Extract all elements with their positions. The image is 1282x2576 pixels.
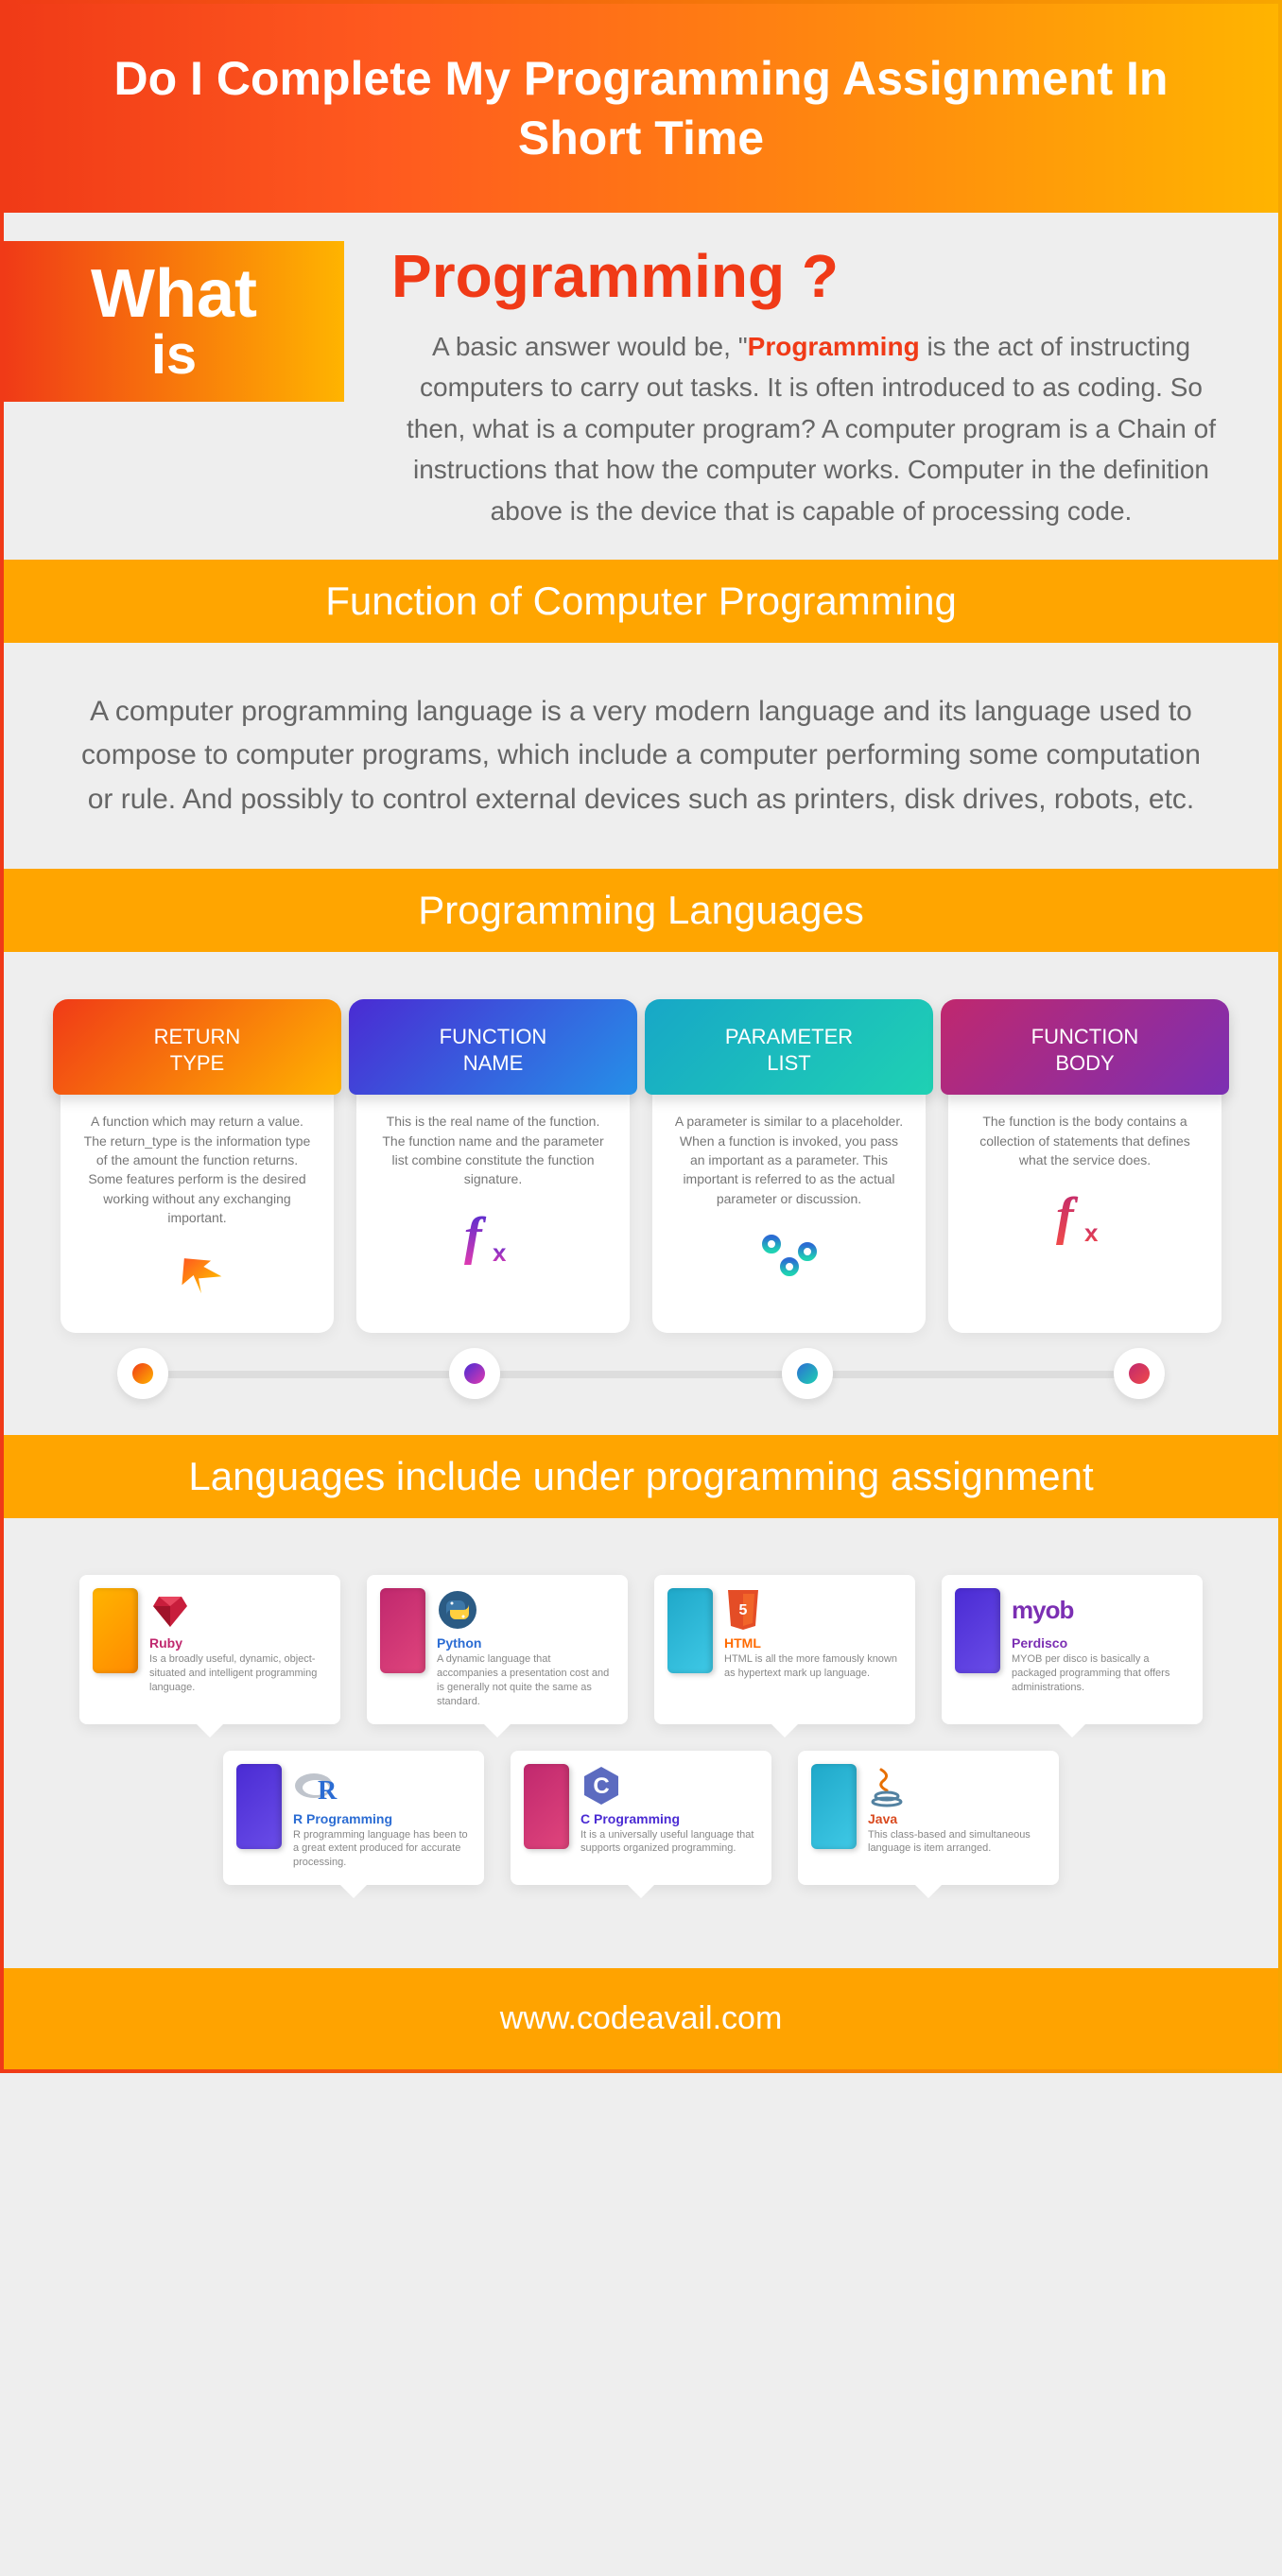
lang-icon: myob [1012,1588,1189,1632]
timeline-dot [117,1348,168,1399]
lang-body: Ruby Is a broadly useful, dynamic, objec… [149,1588,327,1708]
card-head: FUNCTIONBODY [941,999,1229,1095]
lang-tab [93,1588,138,1673]
card-head: FUNCTIONNAME [349,999,637,1095]
svg-text:5: 5 [739,1602,748,1618]
language-card: Ruby Is a broadly useful, dynamic, objec… [79,1575,340,1723]
concept-card: FUNCTIONNAME This is the real name of th… [356,1009,630,1333]
lang-tab [380,1588,425,1673]
lang-tab [811,1764,857,1849]
card-icon: fx [356,1206,630,1272]
language-grid: Ruby Is a broadly useful, dynamic, objec… [4,1518,1278,1968]
lang-icon: R [293,1764,471,1807]
language-row: R R Programming R programming language h… [61,1751,1221,1886]
what-is-row: What is Programming ? A basic answer wou… [4,241,1278,560]
page: Do I Complete My Programming Assignment … [4,4,1278,2069]
language-row: Ruby Is a broadly useful, dynamic, objec… [61,1575,1221,1723]
section-bar-function: Function of Computer Programming [4,560,1278,643]
concept-card: PARAMETERLIST A parameter is similar to … [652,1009,926,1333]
lang-tab [236,1764,282,1849]
card-icon: fx [948,1186,1221,1253]
card-text: A parameter is similar to a placeholder.… [652,1108,926,1224]
lang-desc: This class-based and simultaneous langua… [868,1828,1046,1857]
svg-text:C: C [593,1773,609,1799]
lang-body: Python A dynamic language that accompani… [437,1588,615,1708]
lang-desc: R programming language has been to a gre… [293,1828,471,1871]
lang-desc: A dynamic language that accompanies a pr… [437,1652,615,1708]
lang-icon: 5 [724,1588,902,1632]
language-card: R R Programming R programming language h… [223,1751,484,1886]
concept-cards-row: RETURNTYPE A function which may return a… [4,952,1278,1371]
what-line1: What [38,260,310,328]
language-card: 5 HTML HTML is all the more famously kno… [654,1575,915,1723]
lang-body: 5 HTML HTML is all the more famously kno… [724,1588,902,1708]
lang-name: C Programming [580,1811,758,1826]
timeline-dot [1114,1348,1165,1399]
section-bar-langs: Programming Languages [4,869,1278,952]
card-text: This is the real name of the function. T… [356,1108,630,1205]
timeline-dots [117,1348,1165,1399]
lang-name: Python [437,1635,615,1651]
card-text: A function which may return a value. The… [61,1108,334,1244]
card-head: RETURNTYPE [53,999,341,1095]
card-text: The function is the body contains a coll… [948,1108,1221,1186]
lang-tab [524,1764,569,1849]
lang-desc: It is a universally useful language that… [580,1828,758,1857]
timeline-dot [782,1348,833,1399]
lang-body: R R Programming R programming language h… [293,1764,471,1871]
concept-card: RETURNTYPE A function which may return a… [61,1009,334,1333]
lang-name: Java [868,1811,1046,1826]
language-card: Python A dynamic language that accompani… [367,1575,628,1723]
hero-banner: Do I Complete My Programming Assignment … [4,4,1278,213]
lang-body: myob Perdisco MYOB per disco is basicall… [1012,1588,1189,1708]
what-is-badge: What is [4,241,344,402]
lang-name: HTML [724,1635,902,1651]
concept-card: FUNCTIONBODY The function is the body co… [948,1009,1221,1333]
section-bar-under: Languages include under programming assi… [4,1435,1278,1518]
svg-text:f: f [1056,1187,1079,1246]
svg-text:x: x [1084,1219,1099,1247]
intro-text: A basic answer would be, "Programming is… [391,326,1231,531]
card-icon [61,1244,334,1310]
footer: www.codeavail.com [4,1968,1278,2069]
lang-icon [149,1588,327,1632]
intro-bold: Programming [748,332,920,361]
lang-name: Ruby [149,1635,327,1651]
language-card: Java This class-based and simultaneous l… [798,1751,1059,1886]
lang-name: R Programming [293,1811,471,1826]
lang-icon: C [580,1764,758,1807]
lang-desc: MYOB per disco is basically a packaged p… [1012,1652,1189,1695]
programming-heading: Programming ? [391,241,1231,311]
timeline [117,1371,1165,1378]
card-icon [652,1225,926,1291]
function-body: A computer programming language is a ver… [4,643,1278,870]
what-line2: is [38,328,310,383]
svg-text:x: x [493,1238,507,1267]
card-head: PARAMETERLIST [645,999,933,1095]
lang-body: C C Programming It is a universally usef… [580,1764,758,1871]
timeline-dot [449,1348,500,1399]
lang-icon [437,1588,615,1632]
intro-prefix: A basic answer would be, " [432,332,748,361]
lang-name: Perdisco [1012,1635,1189,1651]
gradient-frame: Do I Complete My Programming Assignment … [0,0,1282,2073]
svg-text:f: f [464,1207,487,1266]
lang-body: Java This class-based and simultaneous l… [868,1764,1046,1871]
lang-tab [955,1588,1000,1673]
language-card: myob Perdisco MYOB per disco is basicall… [942,1575,1203,1723]
lang-tab [667,1588,713,1673]
what-right: Programming ? A basic answer would be, "… [344,241,1278,560]
svg-text:R: R [318,1776,338,1805]
language-card: C C Programming It is a universally usef… [511,1751,771,1886]
hero-title: Do I Complete My Programming Assignment … [61,49,1221,167]
lang-icon [868,1764,1046,1807]
lang-desc: Is a broadly useful, dynamic, object-sit… [149,1652,327,1695]
lang-desc: HTML is all the more famously known as h… [724,1652,902,1681]
footer-url: www.codeavail.com [500,2000,783,2036]
